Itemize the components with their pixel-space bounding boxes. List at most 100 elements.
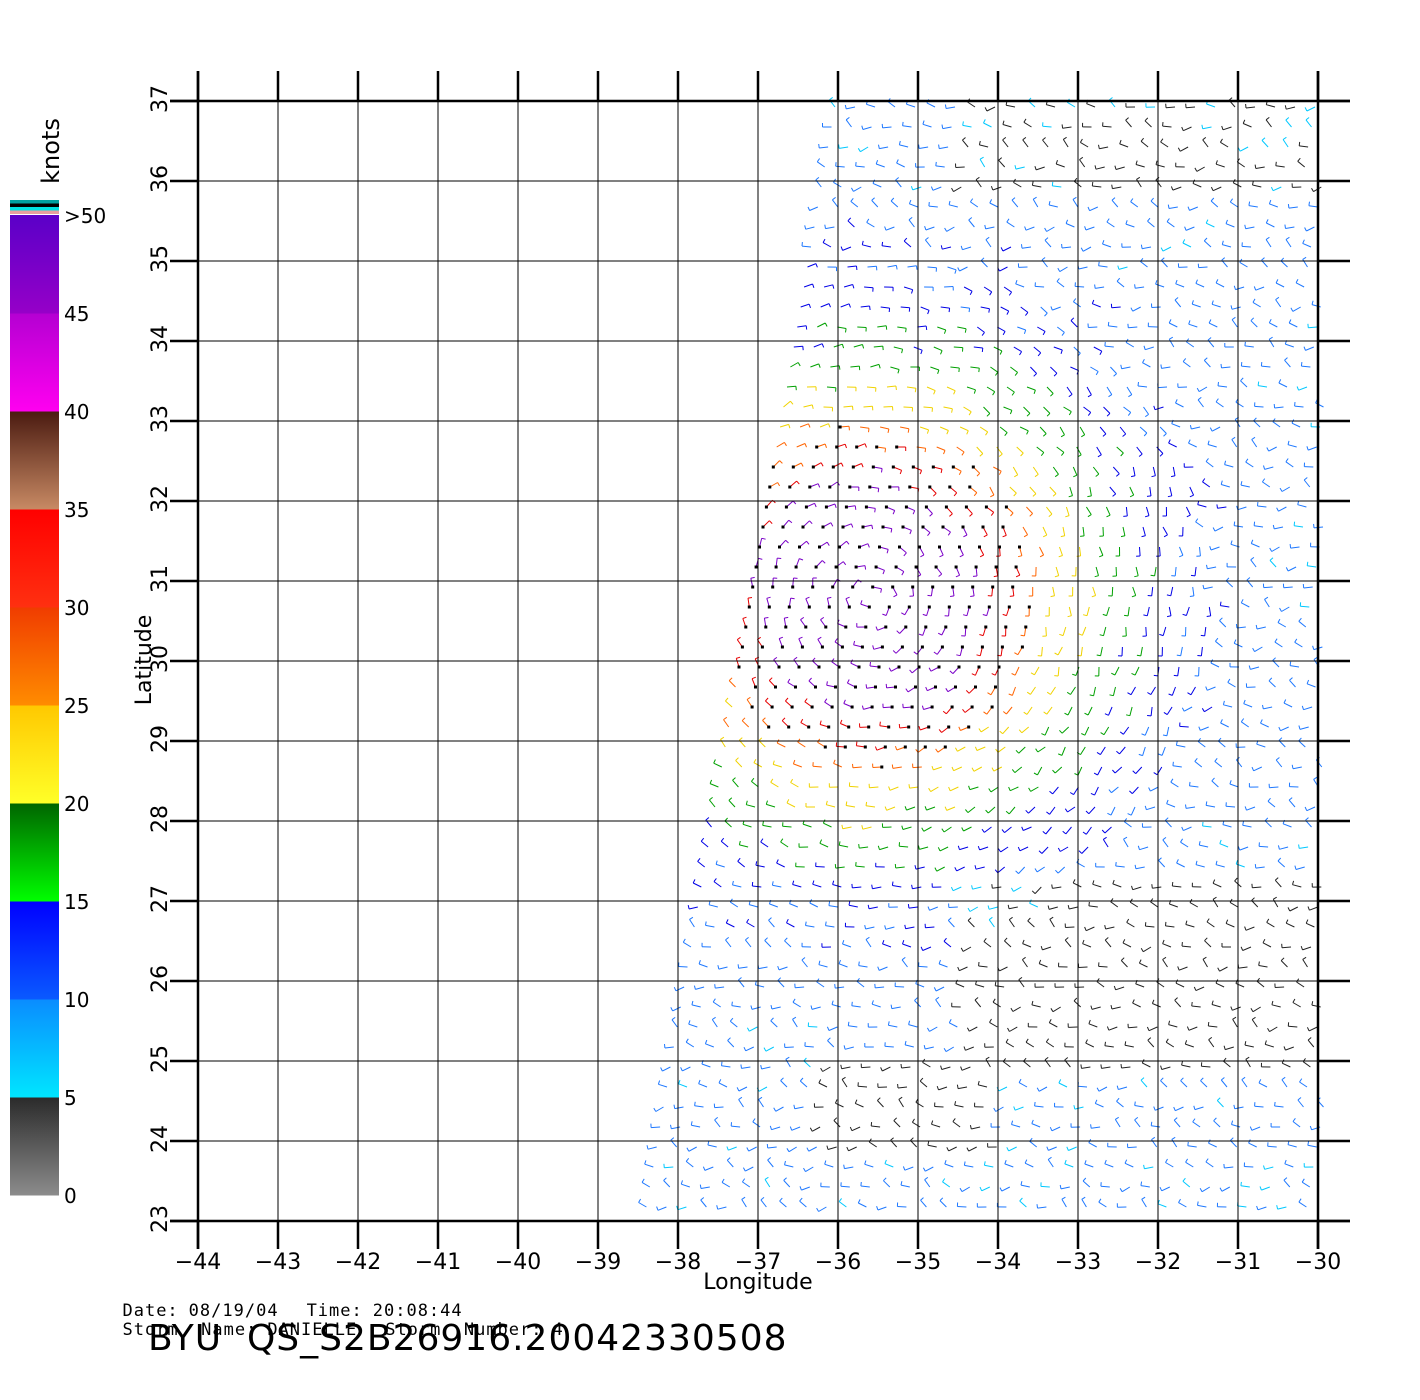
wind-vector-tick <box>979 156 984 160</box>
rain-flag-dot <box>1011 585 1015 589</box>
wind-vector <box>1134 1119 1141 1128</box>
wind-vector <box>758 740 766 748</box>
rain-flag-dot <box>871 465 875 469</box>
wind-vector <box>1266 104 1276 108</box>
wind-vector <box>741 1066 751 1069</box>
wind-vector-tick <box>1305 919 1309 924</box>
wind-vector-tick <box>1200 634 1205 637</box>
wind-vector-tick <box>908 784 910 789</box>
wind-vector <box>1008 1146 1017 1152</box>
wind-vector-tick <box>1047 1156 1052 1160</box>
wind-vector-tick <box>1009 595 1014 597</box>
rain-flag-dot <box>938 545 941 549</box>
wind-vector <box>1104 939 1112 948</box>
wind-vector-tick <box>800 462 804 467</box>
rain-flag-dot <box>971 585 975 589</box>
wind-vector <box>1088 1142 1097 1148</box>
wind-vector-tick <box>1017 555 1023 558</box>
wind-vector <box>1070 320 1078 328</box>
wind-vector-tick <box>878 144 880 149</box>
wind-vector <box>838 1201 847 1208</box>
wind-vector-tick <box>1021 244 1023 249</box>
wind-vector <box>1080 746 1086 755</box>
wind-vector <box>697 861 706 868</box>
wind-vector-tick <box>845 117 850 121</box>
wind-vector-tick <box>1078 633 1083 636</box>
wind-vector <box>1230 201 1239 208</box>
wind-vector-tick <box>1205 686 1208 691</box>
wind-vector-tick <box>1257 381 1260 386</box>
wind-vector <box>1135 983 1145 988</box>
wind-vector <box>1217 385 1228 388</box>
rain-flag-dot <box>1004 625 1008 629</box>
wind-vector <box>989 202 999 208</box>
wind-vector-tick <box>824 443 827 448</box>
wind-vector-tick <box>895 265 898 270</box>
wind-vector-tick <box>670 1137 675 1141</box>
wind-vector <box>868 906 878 910</box>
wind-vector-tick <box>935 161 937 166</box>
wind-vector-tick <box>872 179 876 184</box>
wind-vector-tick <box>937 632 943 636</box>
wind-vector-tick <box>1253 417 1257 422</box>
wind-vector-tick <box>1046 1146 1049 1151</box>
wind-vector <box>936 866 945 872</box>
wind-vector-tick <box>1051 884 1053 889</box>
wind-vector <box>1031 1004 1041 1008</box>
wind-vector <box>662 1066 671 1072</box>
wind-vector-tick <box>1211 300 1214 305</box>
wind-vector-tick <box>847 1021 850 1026</box>
wind-vector-tick <box>1141 535 1146 538</box>
wind-vector <box>1202 825 1212 828</box>
wind-vector <box>1115 986 1125 991</box>
wind-vector <box>1202 126 1212 130</box>
wind-vector-tick <box>1087 206 1091 211</box>
rain-flag-dot <box>941 525 945 529</box>
rain-flag-dot <box>927 725 931 729</box>
rain-flag-dot <box>940 645 944 649</box>
wind-vector-tick <box>793 656 798 661</box>
wind-vector <box>1264 1166 1274 1170</box>
wind-vector <box>1222 824 1232 828</box>
wind-vector <box>811 1006 821 1010</box>
wind-vector-tick <box>1191 300 1194 305</box>
wind-vector <box>1268 339 1275 348</box>
wind-vector-tick <box>691 1000 694 1006</box>
wind-vector-tick <box>1034 473 1039 478</box>
rain-flag-dot <box>767 605 771 609</box>
wind-vector <box>1178 966 1188 971</box>
wind-vector <box>1298 1201 1307 1208</box>
wind-vector <box>1268 680 1276 688</box>
wind-vector <box>857 1085 868 1088</box>
wind-vector <box>1002 1061 1011 1068</box>
wind-vector <box>876 163 885 168</box>
wind-vector <box>1114 766 1123 774</box>
rain-flag-dot <box>804 625 808 629</box>
wind-vector <box>1175 982 1185 988</box>
wind-vector <box>729 1020 738 1028</box>
rain-flag-dot <box>880 765 884 769</box>
map-axes: −44 −43 −42 −41 −40 −39 −38 −37 −36 −35 −34 −33 −32−… <box>148 71 1350 1275</box>
rain-flag-dot <box>804 505 808 509</box>
colorbar-label: 10 <box>64 988 89 1012</box>
wind-vector <box>972 886 982 890</box>
wind-vector-tick <box>704 1039 708 1044</box>
wind-vector-tick <box>808 303 811 309</box>
wind-vector-tick <box>1122 939 1126 944</box>
wind-vector <box>1011 199 1019 208</box>
wind-vector-tick <box>786 799 790 804</box>
wind-vector <box>714 1119 721 1128</box>
wind-vector-tick <box>1292 880 1295 885</box>
wind-vector <box>968 219 975 228</box>
wind-vector <box>902 943 912 948</box>
wind-vector <box>856 981 865 988</box>
wind-vector <box>808 1026 818 1028</box>
wind-vector <box>985 1058 991 1068</box>
wind-vector-tick <box>820 1067 824 1072</box>
wind-vector <box>1139 426 1148 434</box>
wind-vector-tick <box>705 921 707 926</box>
wind-vector <box>843 405 853 408</box>
wind-vector-tick <box>939 554 944 558</box>
wind-vector-tick <box>1233 285 1236 290</box>
wind-vector-tick <box>1026 430 1029 435</box>
